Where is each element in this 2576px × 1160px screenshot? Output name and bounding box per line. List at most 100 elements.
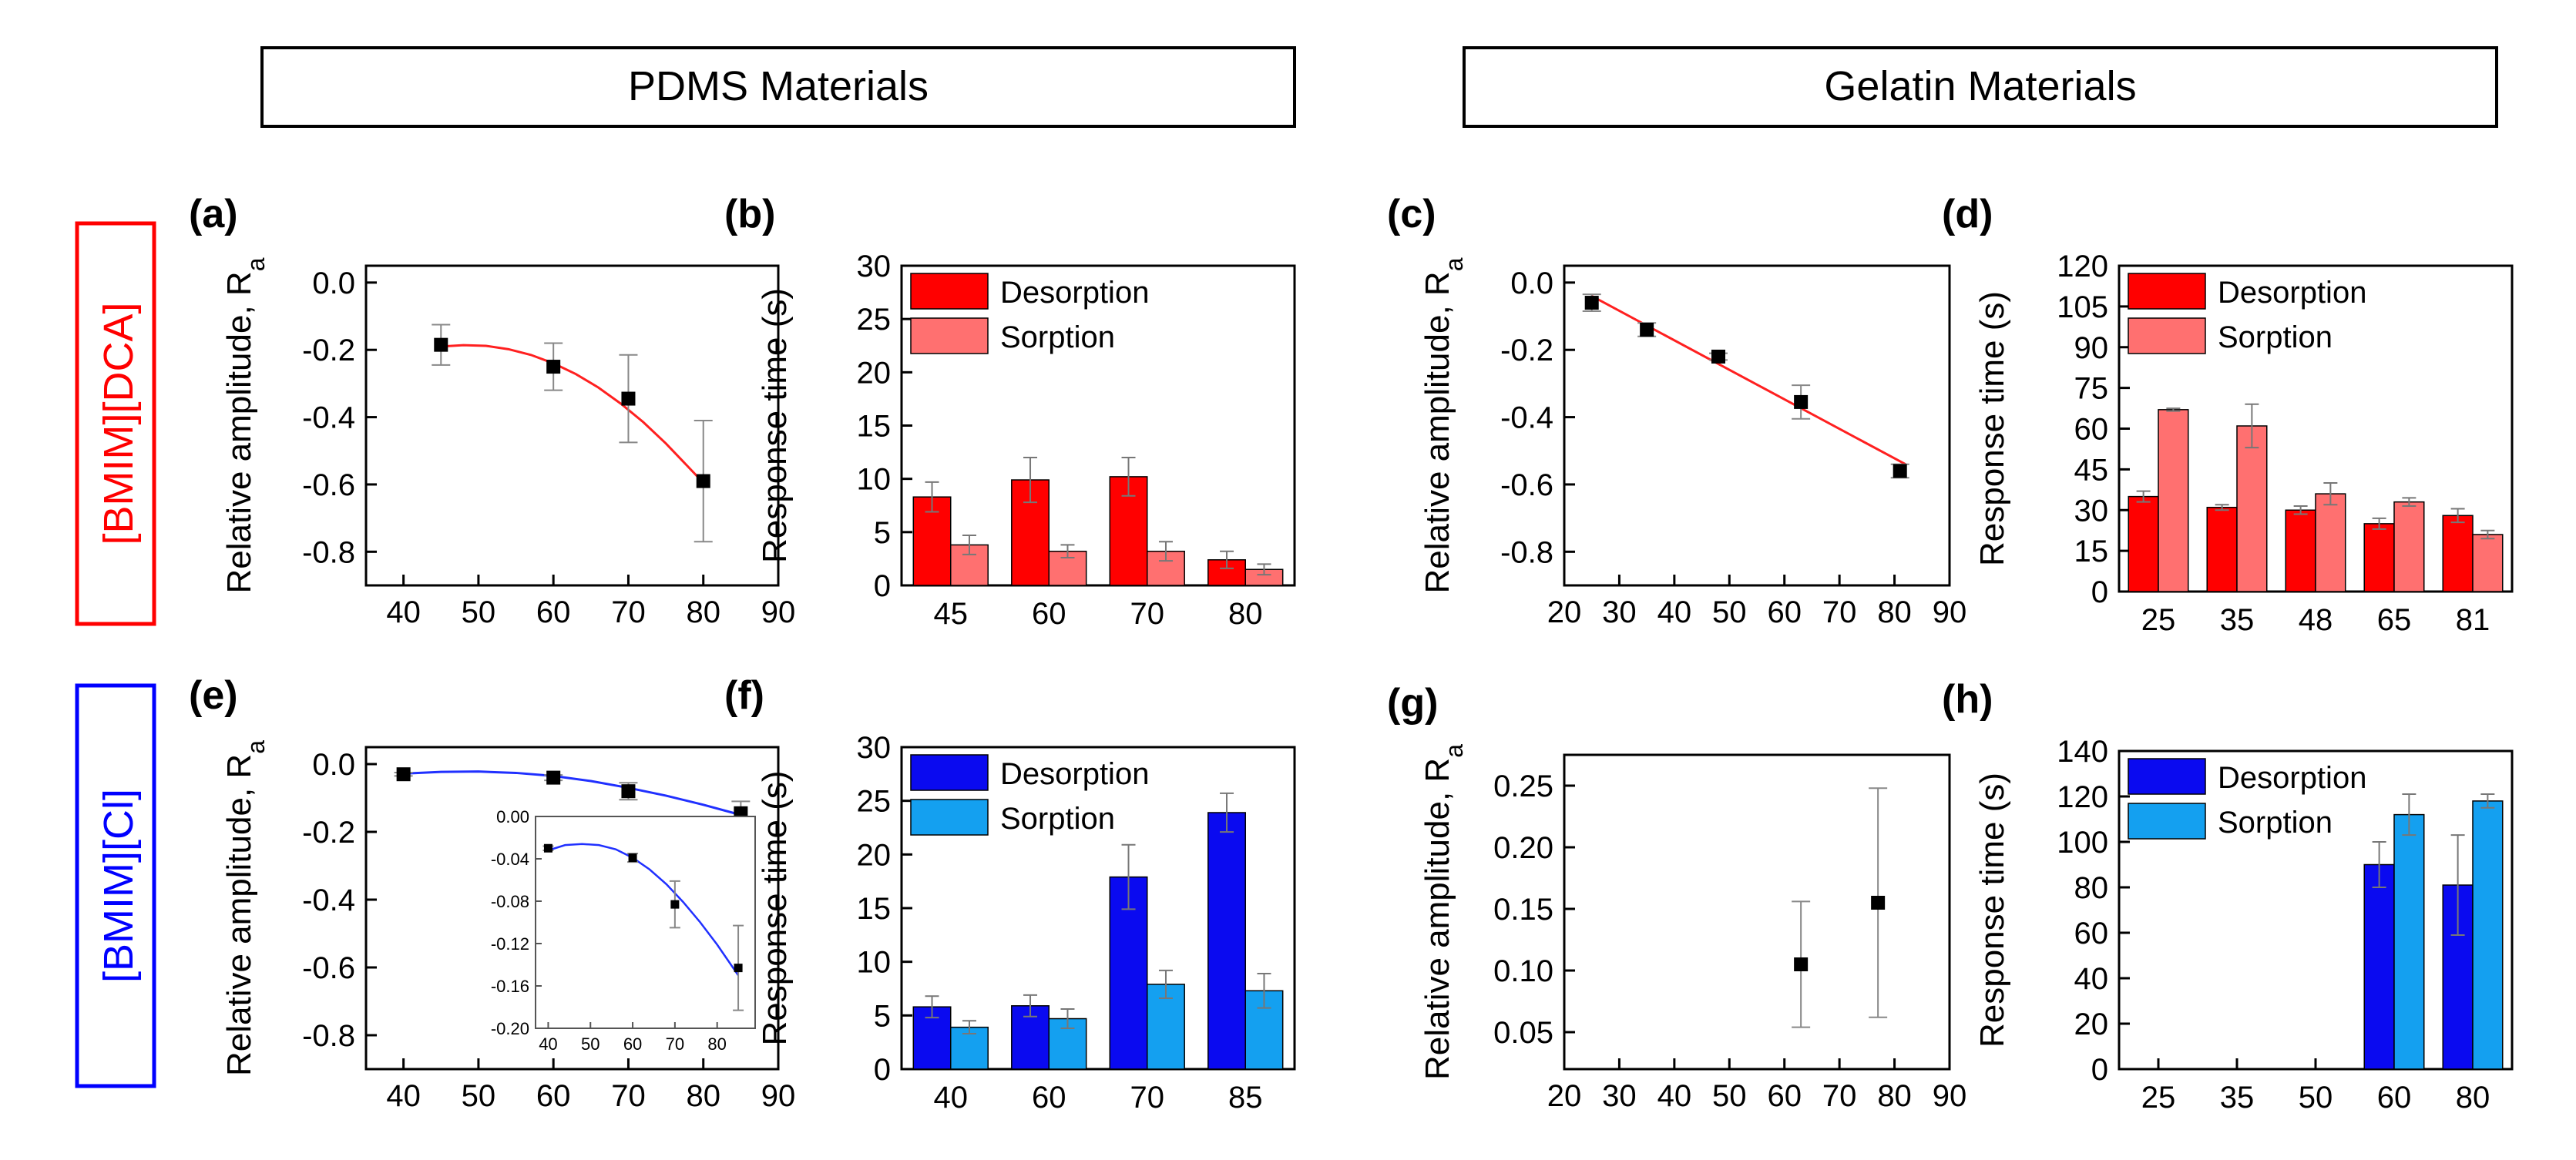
y-tick-label: 140 <box>2057 735 2108 769</box>
x-tick-label: 70 <box>1822 1079 1857 1113</box>
x-tick-label: 25 <box>2141 603 2176 637</box>
x-tick-label: 48 <box>2299 603 2333 637</box>
y-tick-label: 0.0 <box>1510 267 1553 300</box>
y-tick-label: 100 <box>2057 826 2108 860</box>
bar <box>1011 479 1050 586</box>
row-label-bottom-box <box>75 683 156 1088</box>
x-tick-label: 35 <box>2220 603 2255 637</box>
y-tick-label: 5 <box>874 516 891 550</box>
y-tick-label: 0.15 <box>1493 893 1553 927</box>
x-tick-label: 90 <box>1933 595 1967 629</box>
x-tick-label: 30 <box>1602 595 1637 629</box>
panel-label: (h) <box>1942 677 1993 722</box>
data-point <box>621 784 636 799</box>
inset-y-tick-label: -0.08 <box>491 892 529 911</box>
bar <box>2363 863 2395 1070</box>
y-tick-label: 90 <box>2074 331 2109 365</box>
panel-label: (g) <box>1387 681 1438 726</box>
x-tick-label: 80 <box>1228 597 1263 631</box>
panel-label: (d) <box>1942 192 1993 236</box>
panel-g: (g) Relative amplitude, Ra 0.05 0.10 0.15 0.2… <box>1387 681 1966 1113</box>
data-point <box>1711 349 1725 364</box>
x-tick-label: 50 <box>2299 1081 2333 1115</box>
x-tick-label: 90 <box>761 595 796 629</box>
inset-fit-curve <box>548 843 740 976</box>
panel-label: (b) <box>724 192 775 236</box>
x-tick-label: 80 <box>686 1079 720 1113</box>
x-tick-label: 80 <box>1877 595 1912 629</box>
legend-label: Sorption <box>2218 806 2333 840</box>
bar <box>2363 523 2395 592</box>
plot-frame <box>1563 753 1951 1071</box>
y-tick-label: 30 <box>857 250 892 283</box>
x-tick-label: 50 <box>462 595 496 629</box>
x-tick-label: 70 <box>611 595 646 629</box>
data-point <box>396 767 411 782</box>
row-label-bottom-text: [BMIM][Cl] <box>96 789 142 983</box>
pdms-header-box <box>260 46 1296 128</box>
legend-label: Sorption <box>2218 320 2333 354</box>
y-tick-label: 15 <box>857 410 892 444</box>
bar <box>2236 425 2268 592</box>
x-tick-label: 60 <box>1032 597 1066 631</box>
x-tick-label: 30 <box>1602 1079 1637 1113</box>
y-axis-label: Response time (s) <box>756 770 794 1045</box>
y-tick-label: 40 <box>2074 962 2109 996</box>
panel-a: (a) Relative amplitude, Ra 0.0 -0.2 -0.4 -0.6… <box>189 192 795 629</box>
y-tick-label: -0.2 <box>302 334 355 367</box>
data-point <box>1640 323 1654 337</box>
row-label-top-box <box>75 221 156 626</box>
bar <box>1207 812 1247 1070</box>
x-tick-label: 35 <box>2220 1081 2255 1115</box>
x-tick-label: 60 <box>1767 1079 1802 1113</box>
x-tick-label: 50 <box>1712 1079 1747 1113</box>
y-tick-label: 105 <box>2057 290 2108 324</box>
legend-swatch <box>910 317 989 354</box>
legend-swatch <box>2128 317 2206 354</box>
legend-swatch <box>2128 758 2206 795</box>
panel-label: (f) <box>724 673 764 718</box>
y-axis-label: Response time (s) <box>756 288 794 563</box>
inset-x-tick-label: 70 <box>666 1034 684 1054</box>
y-tick-label: -0.4 <box>302 401 355 435</box>
x-tick-label: 81 <box>2456 603 2490 637</box>
data-point <box>546 770 561 785</box>
data-point <box>628 853 637 863</box>
y-tick-label: 0.0 <box>312 748 355 782</box>
plot-frame <box>364 264 780 587</box>
y-axis-label: Relative amplitude, Ra <box>220 257 270 593</box>
x-tick-label: 60 <box>536 1079 571 1113</box>
inset-y-tick-label: -0.16 <box>491 977 529 996</box>
x-tick-label: 90 <box>761 1079 796 1113</box>
panel-f: (f) Response time (s) 0 5 10 15 20 25 30 40 60 70 85… <box>724 673 1296 1115</box>
x-tick-label: 65 <box>2377 603 2412 637</box>
gelatin-header-text: Gelatin Materials <box>1824 63 2136 109</box>
y-tick-label: 20 <box>2074 1007 2109 1041</box>
panel-b: (b) Response time (s) 0 5 10 15 20 25 30 45 60 70 80… <box>724 192 1296 631</box>
x-tick-label: 60 <box>1032 1081 1066 1115</box>
panel-label: (c) <box>1387 192 1436 236</box>
inset-y-tick-label: -0.04 <box>491 850 529 869</box>
legend-label: Desorption <box>2218 276 2366 310</box>
panel-label: (e) <box>189 673 238 718</box>
y-tick-label: -0.4 <box>302 883 355 917</box>
y-tick-label: -0.2 <box>302 816 355 850</box>
x-tick-label: 40 <box>934 1081 969 1115</box>
y-tick-label: 0.0 <box>312 267 355 300</box>
y-tick-label: 0.05 <box>1493 1016 1553 1050</box>
legend-label: Desorption <box>1000 757 1149 791</box>
x-tick-label: 70 <box>1130 1081 1165 1115</box>
bar <box>2206 506 2238 592</box>
y-tick-label: -0.6 <box>302 468 355 502</box>
fit-curve <box>403 770 741 816</box>
data-point <box>734 964 743 973</box>
inset-x-tick-label: 50 <box>581 1034 599 1054</box>
y-tick-label: 0 <box>874 569 891 603</box>
y-tick-label: 0 <box>874 1053 891 1087</box>
y-tick-label: -0.6 <box>1500 468 1553 502</box>
data-point <box>1794 957 1809 971</box>
x-tick-label: 50 <box>462 1079 496 1113</box>
y-tick-label: 10 <box>857 946 892 980</box>
legend-label: Sorption <box>1000 802 1115 836</box>
data-point <box>434 337 448 352</box>
